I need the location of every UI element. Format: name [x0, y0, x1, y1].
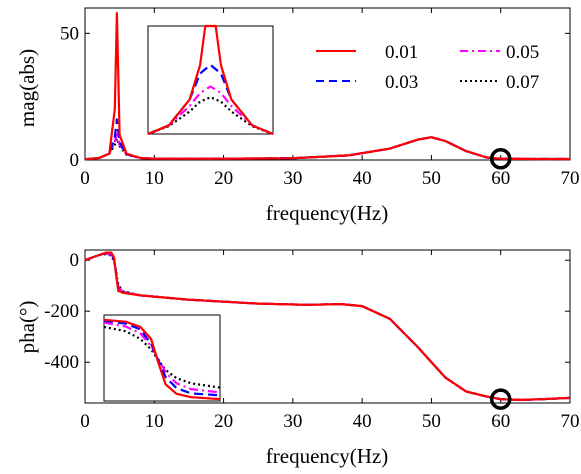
magnitude-marker — [489, 147, 512, 170]
legend-label-0.05: 0.05 — [506, 42, 539, 63]
legend-label-0.01: 0.01 — [385, 42, 418, 63]
x-tick-label: 50 — [422, 168, 441, 189]
y-tick-label: 0 — [70, 250, 80, 271]
inset-line-0.05 — [147, 85, 274, 136]
inset-line-0.01 — [103, 318, 221, 401]
magnitude-inset — [147, 24, 274, 136]
inset-line-0.07 — [147, 96, 274, 136]
series-line-0.05 — [84, 131, 570, 161]
phase-ticks: 0 10 20 30 40 50 60 70 0 -200 -400 — [44, 250, 580, 432]
x-tick-label: 20 — [214, 168, 233, 189]
phase-y-axis-label: pha(°) — [15, 301, 39, 354]
highlight-circle — [489, 147, 512, 170]
phase-plot-frame — [84, 249, 571, 404]
y-tick-label: -400 — [44, 352, 79, 373]
magnitude-x-axis-label: frequency(Hz) — [266, 201, 388, 225]
x-tick-label: 10 — [145, 411, 164, 432]
legend: 0.01 0.05 0.03 0.07 — [316, 42, 539, 93]
x-tick-label: 40 — [353, 168, 372, 189]
x-tick-label: 10 — [145, 168, 164, 189]
x-tick-label: 60 — [491, 411, 510, 432]
magnitude-plot: 0 10 20 30 40 50 60 70 0 50 0.01 0.05 0.03 0.07 f… — [15, 7, 580, 225]
x-tick-label: 30 — [283, 168, 302, 189]
y-tick-label: 0 — [70, 150, 80, 171]
highlight-circle — [489, 388, 512, 410]
inset-line-0.01 — [147, 24, 274, 136]
x-tick-label: 70 — [561, 411, 580, 432]
phase-x-axis-label: frequency(Hz) — [266, 444, 388, 468]
x-tick-label: 0 — [80, 168, 90, 189]
series-line-0.05 — [84, 252, 571, 401]
x-tick-label: 40 — [353, 411, 372, 432]
magnitude-inset-series — [147, 24, 274, 136]
phase-marker — [489, 388, 512, 410]
x-tick-label: 60 — [491, 168, 510, 189]
phase-inset-frame — [103, 314, 221, 402]
series-line-0.01 — [84, 12, 570, 161]
magnitude-ticks: 0 10 20 30 40 50 60 70 0 50 — [60, 8, 580, 189]
phase-plot: 0 10 20 30 40 50 60 70 0 -200 -400 frequency(Hz) p… — [15, 249, 580, 468]
magnitude-series — [84, 12, 570, 161]
phase-series — [84, 251, 571, 401]
y-tick-label: 50 — [60, 23, 79, 44]
legend-label-0.03: 0.03 — [385, 72, 418, 93]
magnitude-y-axis-label: mag(abs) — [15, 49, 39, 127]
x-tick-label: 50 — [422, 411, 441, 432]
phase-inset-series — [103, 318, 221, 401]
y-tick-label: -200 — [44, 301, 79, 322]
magnitude-inset-frame — [147, 25, 274, 135]
magnitude-plot-frame — [84, 7, 571, 161]
inset-line-0.05 — [103, 321, 221, 394]
x-tick-label: 70 — [561, 168, 580, 189]
x-tick-label: 30 — [283, 411, 302, 432]
phase-inset — [103, 314, 221, 402]
legend-label-0.07: 0.07 — [506, 72, 539, 93]
x-tick-label: 0 — [80, 411, 90, 432]
x-tick-label: 20 — [214, 411, 233, 432]
series-line-0.01 — [84, 251, 571, 401]
